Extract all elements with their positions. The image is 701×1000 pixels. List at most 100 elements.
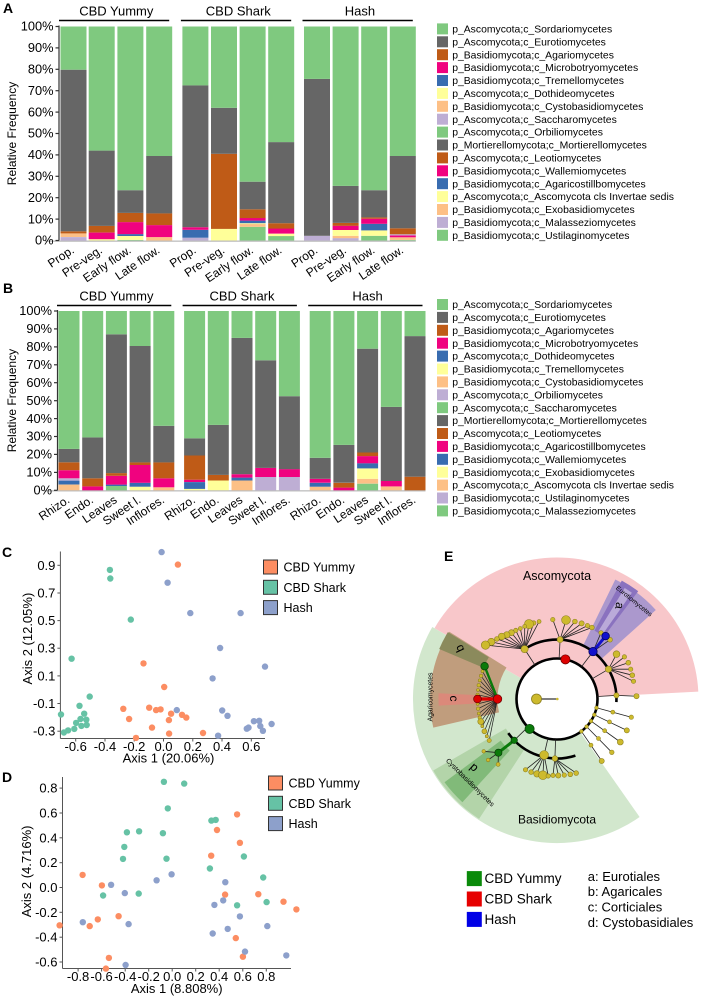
svg-text:p_Basidiomycota;c_Wallemiomyce: p_Basidiomycota;c_Wallemiomycetes: [452, 166, 626, 177]
svg-text:0.7: 0.7: [37, 586, 55, 601]
svg-text:Axis 2 (12.05%): Axis 2 (12.05%): [20, 593, 35, 685]
svg-text:50%: 50%: [28, 126, 54, 141]
svg-text:p_Basidiomycota;c_Tremellomyce: p_Basidiomycota;c_Tremellomycetes: [452, 365, 624, 376]
svg-text:0.8: 0.8: [39, 781, 57, 796]
svg-text:CBD Yummy: CBD Yummy: [79, 289, 154, 304]
svg-text:-0.2: -0.2: [123, 739, 145, 754]
svg-text:p_Basidiomycota;c_Agaricostill: p_Basidiomycota;c_Agaricostillbomycetes: [452, 179, 645, 190]
svg-text:p_Basidiomycota;c_Exobasidiomy: p_Basidiomycota;c_Exobasidiomycetes: [452, 468, 635, 479]
svg-text:0.2: 0.2: [187, 969, 205, 984]
svg-text:Hash: Hash: [352, 289, 382, 304]
svg-text:p_Basidiomycota;c_Microbotryom: p_Basidiomycota;c_Microbotryomycetes: [452, 339, 638, 350]
svg-text:B: B: [3, 280, 13, 296]
svg-text:p_Ascomycota;c_Sordariomycetes: p_Ascomycota;c_Sordariomycetes: [452, 25, 612, 36]
svg-text:CBD Shark: CBD Shark: [209, 289, 275, 304]
svg-text:p_Basidiomycota;c_Cystobasidio: p_Basidiomycota;c_Cystobasidiomycetes: [452, 102, 643, 113]
svg-text:-0.4: -0.4: [114, 969, 136, 984]
svg-text:p_Basidiomycota;c_Ustilaginomy: p_Basidiomycota;c_Ustilaginomycetes: [452, 231, 629, 242]
svg-text:70%: 70%: [26, 357, 52, 372]
svg-text:C: C: [2, 544, 12, 560]
svg-text:CBD Shark: CBD Shark: [485, 892, 553, 907]
svg-text:p_Basidiomycota;c_Malasseziomy: p_Basidiomycota;c_Malasseziomycetes: [452, 218, 636, 229]
svg-text:0.6: 0.6: [242, 739, 260, 754]
svg-text:A: A: [3, 0, 13, 16]
svg-text:-0.6: -0.6: [35, 955, 57, 970]
svg-text:Axis 1 (20.06%): Axis 1 (20.06%): [123, 751, 215, 766]
svg-text:Axis 1 (8.808%): Axis 1 (8.808%): [131, 981, 223, 996]
svg-text:Hash: Hash: [289, 817, 318, 831]
svg-text:p_Ascomycota;c_Eurotiomycetes: p_Ascomycota;c_Eurotiomycetes: [452, 313, 606, 324]
svg-text:p_Basidiomycota;c_Agariomycete: p_Basidiomycota;c_Agariomycetes: [452, 50, 614, 61]
svg-text:p_Basidiomycota;c_Ustilaginomy: p_Basidiomycota;c_Ustilaginomycetes: [452, 494, 629, 505]
svg-text:E: E: [444, 548, 453, 564]
svg-text:p_Ascomycota;c_Ascomycota cls: p_Ascomycota;c_Ascomycota cls Invertae s…: [452, 192, 674, 203]
svg-text:CBD Yummy: CBD Yummy: [485, 871, 562, 886]
svg-text:0.2: 0.2: [39, 855, 57, 870]
svg-text:p_Ascomycota;c_Dothideomycetes: p_Ascomycota;c_Dothideomycetes: [452, 352, 614, 363]
svg-text:a: a: [612, 601, 627, 610]
svg-text:p_Ascomycota;c_Leotiomycetes: p_Ascomycota;c_Leotiomycetes: [452, 154, 601, 165]
svg-text:40%: 40%: [28, 147, 54, 162]
svg-text:CBD Shark: CBD Shark: [284, 581, 347, 595]
svg-text:80%: 80%: [26, 339, 52, 354]
svg-text:CBD Shark: CBD Shark: [289, 797, 352, 811]
svg-text:60%: 60%: [28, 104, 54, 119]
svg-text:Hash: Hash: [485, 912, 517, 927]
svg-text:-0.2: -0.2: [137, 969, 159, 984]
svg-text:a: Eurotiales: a: Eurotiales: [588, 869, 661, 884]
svg-text:0.5: 0.5: [37, 613, 55, 628]
svg-text:p_Ascomycota;c_Leotiomycetes: p_Ascomycota;c_Leotiomycetes: [452, 429, 601, 440]
svg-text:0.0: 0.0: [154, 739, 172, 754]
svg-text:p_Ascomycota;c_Orbiliomycetes: p_Ascomycota;c_Orbiliomycetes: [452, 128, 603, 139]
svg-text:0.9: 0.9: [37, 558, 55, 573]
svg-text:p_Basidiomycota;c_Tremellomyce: p_Basidiomycota;c_Tremellomycetes: [452, 76, 624, 87]
svg-text:50%: 50%: [26, 393, 52, 408]
svg-text:d: Cystobasidiales: d: Cystobasidiales: [588, 915, 694, 930]
svg-text:0.4: 0.4: [213, 739, 231, 754]
svg-text:20%: 20%: [26, 447, 52, 462]
svg-text:-0.8: -0.8: [67, 969, 89, 984]
svg-text:p_Ascomycota;c_Orbiliomycetes: p_Ascomycota;c_Orbiliomycetes: [452, 390, 603, 401]
svg-text:p_Mortierellomycota;c_Mortiere: p_Mortierellomycota;c_Mortierellomycetes: [452, 141, 647, 152]
svg-text:20%: 20%: [28, 190, 54, 205]
svg-text:90%: 90%: [26, 321, 52, 336]
svg-text:p_Ascomycota;c_Sordariomycetes: p_Ascomycota;c_Sordariomycetes: [452, 300, 612, 311]
svg-text:10%: 10%: [26, 465, 52, 480]
svg-text:Axis 2 (4.716%): Axis 2 (4.716%): [19, 826, 34, 918]
svg-text:p_Basidiomycota;c_Agaricostill: p_Basidiomycota;c_Agaricostillbomycetes: [452, 442, 645, 453]
svg-text:0%: 0%: [34, 483, 53, 498]
svg-text:0.6: 0.6: [39, 806, 57, 821]
svg-text:Ascomycota: Ascomycota: [523, 569, 591, 583]
svg-text:0.1: 0.1: [37, 668, 55, 683]
svg-text:p_Basidiomycota;c_Cystobasidio: p_Basidiomycota;c_Cystobasidiomycetes: [452, 378, 643, 389]
svg-text:0.3: 0.3: [37, 641, 55, 656]
svg-text:0.8: 0.8: [257, 969, 275, 984]
svg-text:100%: 100%: [19, 303, 52, 318]
svg-text:D: D: [2, 769, 12, 785]
svg-text:p_Ascomycota;c_Saccharomycetes: p_Ascomycota;c_Saccharomycetes: [452, 403, 617, 414]
svg-text:p_Ascomycota;c_Eurotiomycetes: p_Ascomycota;c_Eurotiomycetes: [452, 37, 606, 48]
svg-text:30%: 30%: [26, 429, 52, 444]
svg-text:p_Basidiomycota;c_Microbotryom: p_Basidiomycota;c_Microbotryomycetes: [452, 63, 638, 74]
svg-text:b: Agaricales: b: Agaricales: [588, 884, 663, 899]
svg-text:0.0: 0.0: [39, 880, 57, 895]
svg-text:p_Ascomycota;c_Saccharomycetes: p_Ascomycota;c_Saccharomycetes: [452, 115, 617, 126]
svg-text:p_Mortierellomycota;c_Mortiere: p_Mortierellomycota;c_Mortierellomycetes: [452, 416, 647, 427]
svg-text:60%: 60%: [26, 375, 52, 390]
svg-text:Hash: Hash: [345, 4, 375, 19]
svg-text:CBD Shark: CBD Shark: [206, 4, 272, 19]
svg-text:c: Corticiales: c: Corticiales: [588, 900, 663, 915]
svg-text:0%: 0%: [35, 233, 54, 248]
svg-text:CBD Yummy: CBD Yummy: [284, 561, 356, 575]
svg-text:Hash: Hash: [284, 601, 313, 615]
svg-text:p_Basidiomycota;c_Agariomycete: p_Basidiomycota;c_Agariomycetes: [452, 326, 614, 337]
svg-text:0.0: 0.0: [163, 969, 181, 984]
svg-text:0.4: 0.4: [210, 969, 228, 984]
svg-text:0.4: 0.4: [39, 830, 57, 845]
svg-text:-0.1: -0.1: [33, 696, 55, 711]
svg-text:CBD Yummy: CBD Yummy: [289, 777, 361, 791]
svg-text:-0.4: -0.4: [94, 739, 116, 754]
svg-text:40%: 40%: [26, 411, 52, 426]
svg-text:Relative Frequency: Relative Frequency: [5, 349, 19, 452]
svg-text:p_Ascomycota;c_Ascomycota cls: p_Ascomycota;c_Ascomycota cls Invertae s…: [452, 481, 674, 492]
